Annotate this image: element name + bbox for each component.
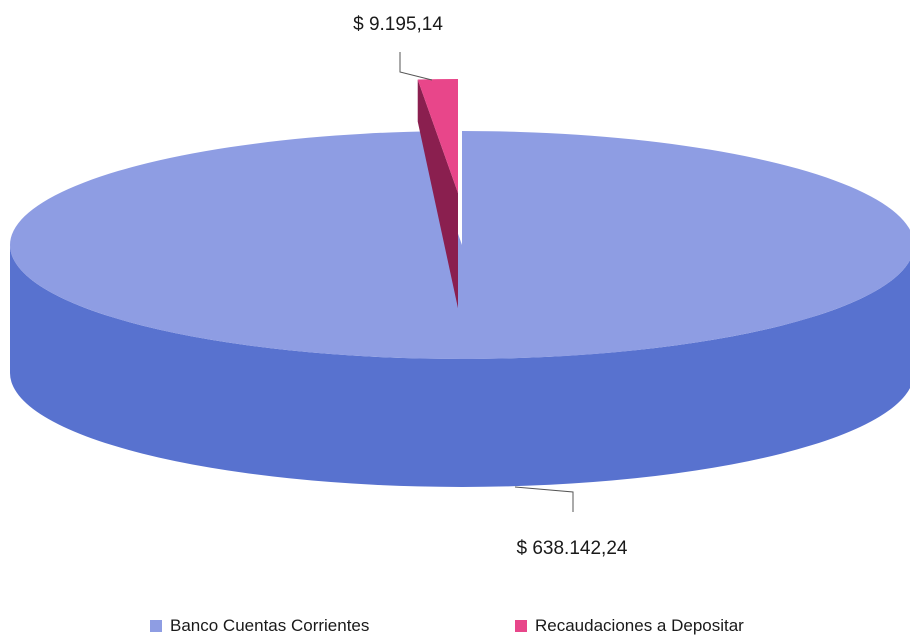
slice-top-recaudaciones [417, 79, 458, 193]
legend-item-recaudaciones: Recaudaciones a Depositar [515, 616, 744, 636]
data-label-banco: $ 638.142,24 [517, 538, 628, 559]
legend-swatch-banco [150, 620, 162, 632]
slice-side-banco [10, 245, 910, 487]
legend-label-banco: Banco Cuentas Corrientes [170, 616, 370, 635]
data-label-recaudaciones: $ 9.195,14 [353, 14, 443, 35]
leader-line-recaudaciones [399, 52, 433, 81]
leader-line-banco [514, 486, 574, 512]
legend: Banco Cuentas Corrientes Recaudaciones a… [0, 616, 910, 640]
legend-swatch-recaudaciones [515, 620, 527, 632]
slice-top-banco [10, 131, 910, 359]
legend-label-recaudaciones: Recaudaciones a Depositar [535, 616, 744, 635]
legend-item-banco: Banco Cuentas Corrientes [150, 616, 369, 636]
slice-inner-wall-recaudaciones [417, 79, 458, 309]
